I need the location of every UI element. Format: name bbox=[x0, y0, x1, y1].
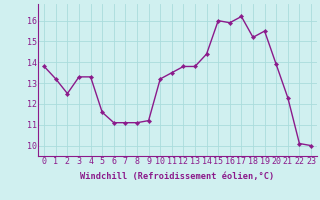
X-axis label: Windchill (Refroidissement éolien,°C): Windchill (Refroidissement éolien,°C) bbox=[80, 172, 275, 181]
